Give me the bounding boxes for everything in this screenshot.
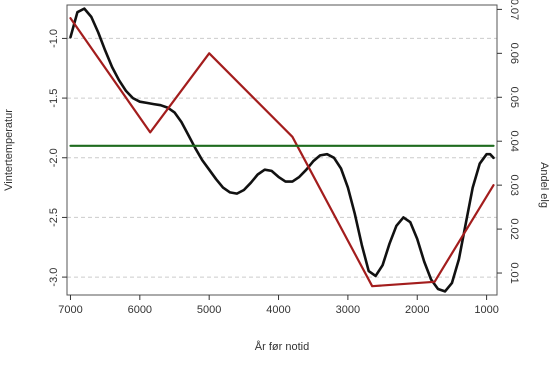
x-tick-label: 4000: [266, 304, 290, 316]
plot-frame: [66, 4, 498, 296]
y-right-tick-label: 0.02: [508, 218, 520, 239]
y-right-tick-label: 0.06: [508, 43, 520, 64]
grid-lines: [67, 37, 497, 278]
y-right-tick-label: 0.04: [508, 131, 520, 152]
x-axis-label: År før notid: [255, 340, 309, 353]
y-right-tick-label: 0.07: [508, 0, 520, 20]
y-axis-right-label: Andel elg: [538, 162, 550, 208]
x-tick-label: 7000: [58, 304, 82, 316]
y-axis-left-label: Vintertemperatur: [3, 109, 15, 191]
y-left-tick-label: -3.0: [48, 268, 60, 287]
y-right-tick-label: 0.03: [508, 174, 520, 195]
series-elk-share-line: [69, 17, 495, 288]
y-right-tick-label: 0.05: [508, 87, 520, 108]
x-tick-label: 5000: [197, 304, 221, 316]
series-temperature-line: [69, 7, 495, 293]
y-left-tick-label: -2.5: [48, 208, 60, 227]
series-lines: [69, 7, 495, 293]
y-axis-left: -1.0 -1.5 -2.0 -2.5 -3.0: [48, 29, 67, 287]
y-axis-right: 0.01 0.02 0.03 0.04 0.05 0.06 0.07: [497, 0, 520, 284]
x-tick-label: 3000: [336, 304, 360, 316]
y-left-tick-label: -1.5: [48, 89, 60, 108]
x-tick-label: 2000: [405, 304, 429, 316]
y-left-tick-label: -2.0: [48, 148, 60, 167]
y-right-tick-label: 0.01: [508, 262, 520, 283]
x-tick-label: 6000: [128, 304, 152, 316]
y-left-tick-label: -1.0: [48, 29, 60, 48]
x-axis: 7000 6000 5000 4000 3000 2000 1000: [58, 295, 499, 316]
x-tick-label: 1000: [474, 304, 498, 316]
